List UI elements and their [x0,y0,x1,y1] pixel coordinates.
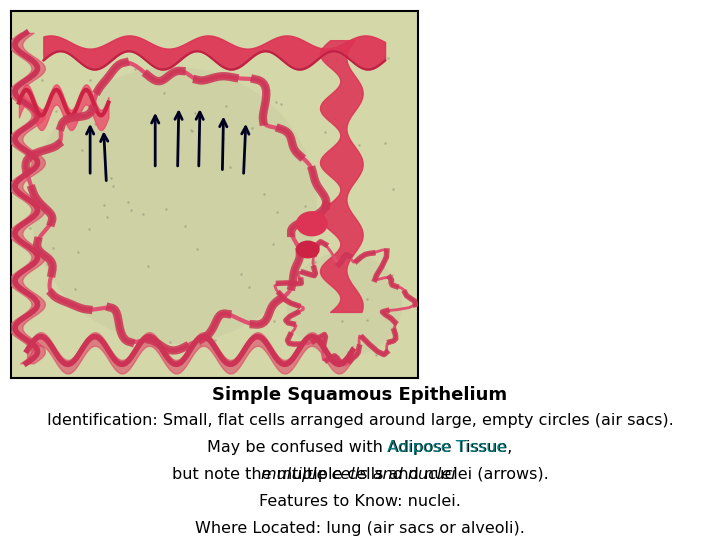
Text: Adipose Tissue: Adipose Tissue [387,440,506,455]
Text: multiple cells and nuclei: multiple cells and nuclei [261,467,456,482]
Text: Where Located: lung (air sacs or alveoli).: Where Located: lung (air sacs or alveoli… [195,521,525,536]
Ellipse shape [287,253,401,356]
Text: but note the multiple cells and nuclei (arrows).: but note the multiple cells and nuclei (… [171,467,549,482]
Text: Features to Know: nuclei.: Features to Know: nuclei. [259,494,461,509]
Text: Identification: Small, flat cells arranged around large, empty circles (air sacs: Identification: Small, flat cells arrang… [47,413,673,428]
Ellipse shape [31,68,316,343]
Ellipse shape [297,241,319,258]
Ellipse shape [297,212,327,235]
Text: May be confused with Adipose Tissue,: May be confused with Adipose Tissue, [207,440,513,455]
Text: Simple Squamous Epithelium: Simple Squamous Epithelium [212,386,508,404]
